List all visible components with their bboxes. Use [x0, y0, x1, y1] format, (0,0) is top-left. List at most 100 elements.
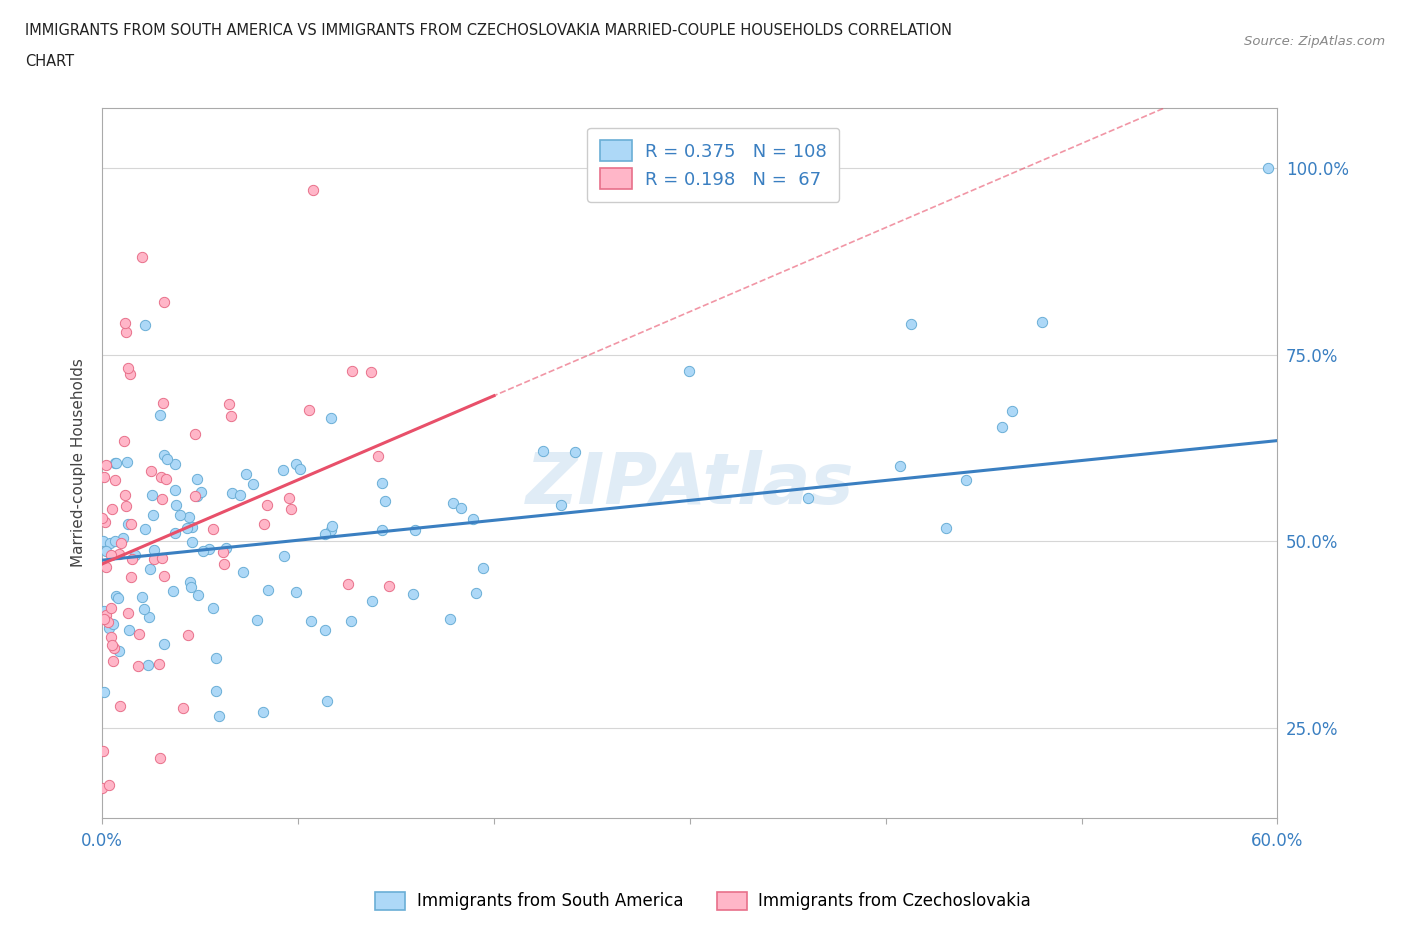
Point	[337, 577, 360, 591]
Point	[93, 470, 115, 485]
Point	[107, 591, 129, 605]
Point	[131, 250, 153, 265]
Point	[91, 533, 114, 548]
Legend: Immigrants from South America, Immigrants from Czechoslovakia: Immigrants from South America, Immigrant…	[368, 885, 1038, 917]
Point	[163, 457, 186, 472]
Point	[550, 498, 572, 512]
Point	[163, 525, 186, 540]
Point	[93, 604, 115, 618]
Point	[205, 651, 228, 666]
Point	[371, 475, 394, 490]
Point	[314, 526, 336, 541]
Point	[120, 570, 142, 585]
Point	[114, 488, 136, 503]
Point	[118, 622, 141, 637]
Point	[153, 636, 176, 651]
Point	[232, 565, 254, 579]
Point	[150, 551, 173, 565]
Point	[202, 521, 225, 536]
Point	[149, 407, 172, 422]
Point	[117, 606, 139, 621]
Point	[103, 617, 125, 631]
Point	[139, 562, 162, 577]
Point	[100, 548, 122, 563]
Point	[165, 483, 187, 498]
Point	[186, 472, 208, 486]
Point	[180, 535, 202, 550]
Point	[191, 543, 214, 558]
Point	[461, 512, 484, 526]
Point	[155, 472, 177, 486]
Point	[184, 488, 207, 503]
Point	[108, 547, 131, 562]
Point	[162, 584, 184, 599]
Point	[108, 644, 131, 658]
Point	[360, 365, 382, 379]
Point	[321, 519, 343, 534]
Point	[190, 485, 212, 499]
Point	[402, 587, 425, 602]
Point	[94, 458, 117, 473]
Point	[169, 508, 191, 523]
Point	[271, 463, 294, 478]
Point	[150, 470, 173, 485]
Point	[134, 602, 156, 617]
Point	[103, 641, 125, 656]
Point	[201, 601, 224, 616]
Point	[367, 449, 389, 464]
Point	[91, 780, 114, 795]
Point	[180, 520, 202, 535]
Point	[218, 396, 240, 411]
Point	[177, 628, 200, 643]
Point	[319, 523, 342, 538]
Point	[439, 612, 461, 627]
Point	[678, 364, 700, 379]
Point	[186, 488, 208, 503]
Point	[371, 522, 394, 537]
Point	[142, 508, 165, 523]
Point	[378, 578, 401, 593]
Point	[441, 496, 464, 511]
Point	[131, 590, 153, 604]
Point	[117, 361, 139, 376]
Y-axis label: Married-couple Households: Married-couple Households	[72, 359, 86, 567]
Point	[101, 637, 124, 652]
Point	[889, 458, 911, 473]
Point	[472, 560, 495, 575]
Point	[105, 588, 128, 603]
Point	[1001, 404, 1024, 418]
Point	[97, 777, 120, 792]
Point	[134, 522, 156, 537]
Point	[104, 456, 127, 471]
Point	[100, 630, 122, 644]
Point	[112, 433, 135, 448]
Point	[136, 658, 159, 673]
Point	[184, 426, 207, 441]
Point	[273, 549, 295, 564]
Point	[404, 523, 426, 538]
Point	[257, 583, 280, 598]
Point	[360, 593, 382, 608]
Point	[114, 325, 136, 339]
Point	[152, 295, 174, 310]
Point	[104, 456, 127, 471]
Point	[97, 614, 120, 629]
Point	[121, 551, 143, 566]
Point	[252, 705, 274, 720]
Point	[221, 485, 243, 500]
Point	[94, 514, 117, 529]
Point	[339, 614, 361, 629]
Text: CHART: CHART	[25, 54, 75, 69]
Point	[110, 536, 132, 551]
Point	[143, 542, 166, 557]
Point	[165, 498, 187, 512]
Point	[104, 472, 127, 487]
Point	[152, 396, 174, 411]
Point	[990, 419, 1012, 434]
Point	[93, 684, 115, 699]
Point	[321, 411, 343, 426]
Point	[253, 517, 276, 532]
Point	[172, 700, 194, 715]
Point	[139, 464, 162, 479]
Point	[150, 491, 173, 506]
